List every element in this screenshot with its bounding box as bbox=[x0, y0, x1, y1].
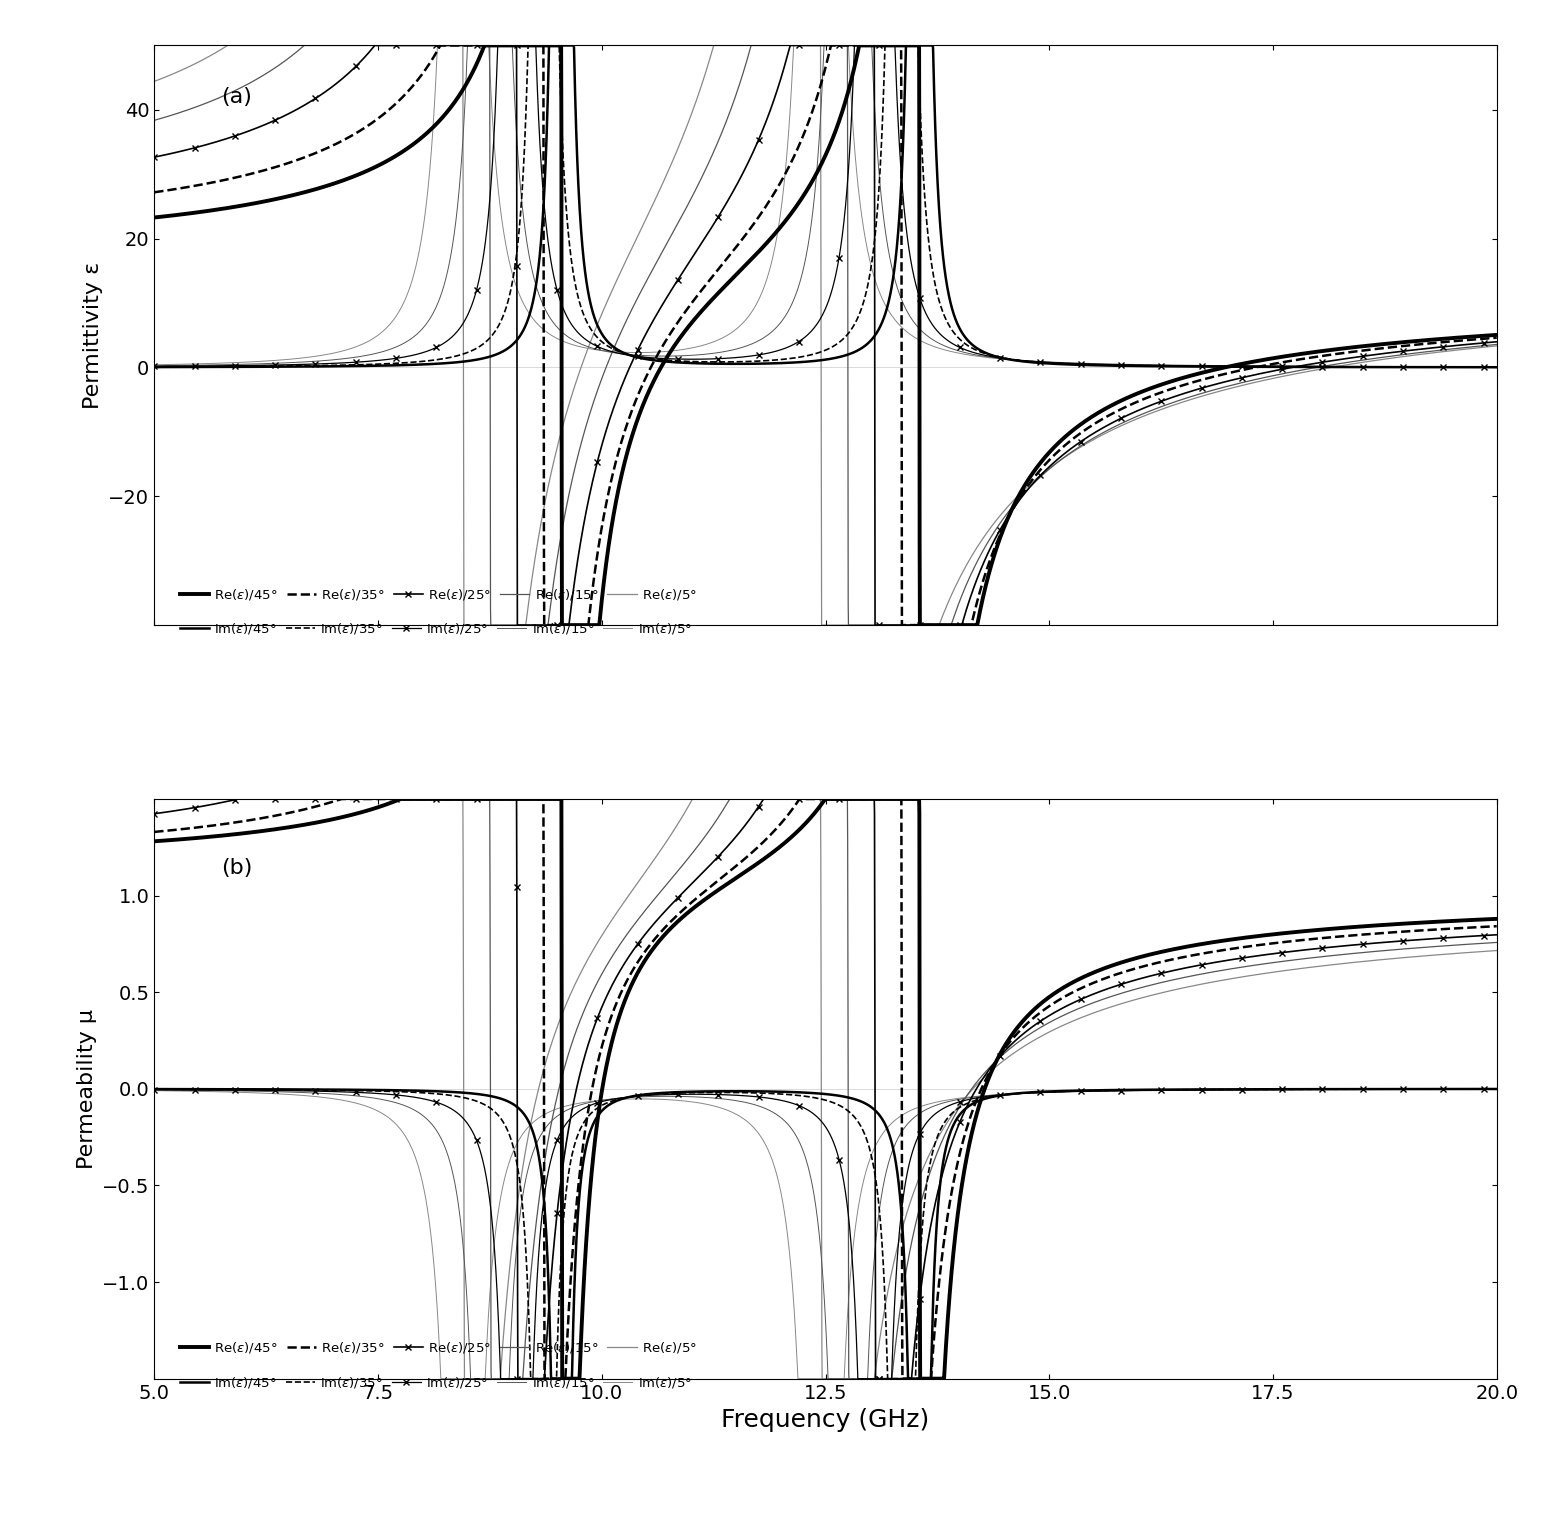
Legend: Im($\varepsilon$)/45°, Im($\varepsilon$)/35°, Im($\varepsilon$)/25°, Im($\vareps: Im($\varepsilon$)/45°, Im($\varepsilon$)… bbox=[174, 1370, 697, 1395]
Text: (a): (a) bbox=[222, 88, 253, 108]
Text: (b): (b) bbox=[222, 859, 253, 879]
X-axis label: Frequency (GHz): Frequency (GHz) bbox=[722, 1407, 929, 1432]
Y-axis label: Permeability μ: Permeability μ bbox=[77, 1009, 97, 1170]
Y-axis label: Permittivity ε: Permittivity ε bbox=[83, 262, 103, 409]
Legend: Im($\varepsilon$)/45°, Im($\varepsilon$)/35°, Im($\varepsilon$)/25°, Im($\vareps: Im($\varepsilon$)/45°, Im($\varepsilon$)… bbox=[174, 617, 697, 642]
